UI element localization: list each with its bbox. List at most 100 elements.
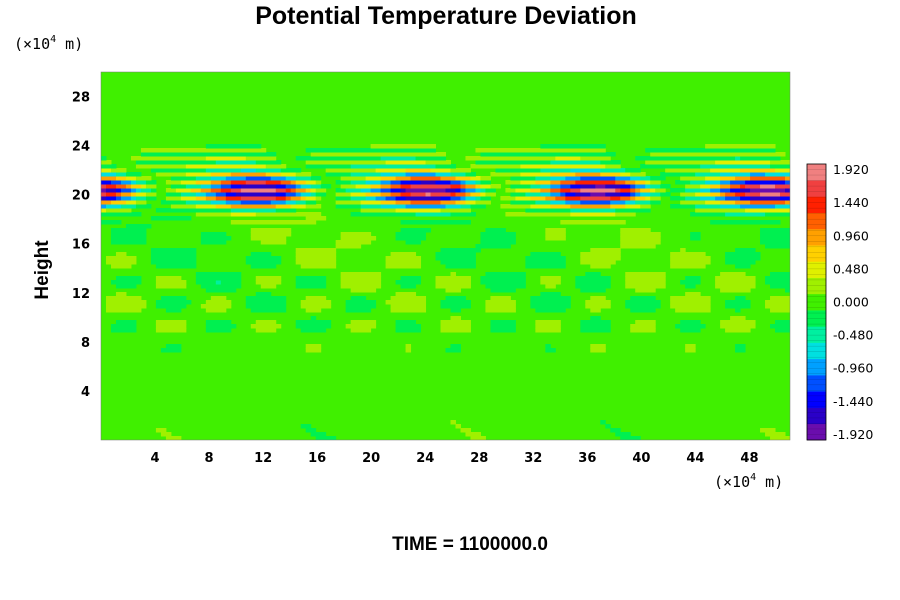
heatmap-cell: [495, 320, 501, 325]
heatmap-cell: [160, 280, 167, 285]
heatmap-cell: [390, 308, 397, 313]
heatmap-cell: [725, 256, 731, 261]
heatmap-cell: [440, 196, 446, 201]
heatmap-cell: [565, 176, 571, 181]
heatmap-cell: [390, 156, 397, 161]
colorbar: [806, 163, 827, 441]
heatmap-cell: [305, 256, 312, 261]
heatmap-cell: [310, 344, 317, 349]
heatmap-cell: [420, 184, 427, 189]
heatmap-cell: [170, 252, 177, 257]
heatmap-cell: [325, 256, 332, 261]
heatmap-cell: [600, 152, 606, 157]
heatmap-cell: [345, 272, 352, 277]
heatmap-cell: [630, 308, 636, 313]
heatmap-cell: [185, 148, 192, 153]
heatmap-cell: [715, 160, 721, 165]
heatmap-cell: [450, 196, 456, 201]
heatmap-cell: [350, 280, 357, 285]
heatmap-cell: [625, 432, 631, 437]
colorbar-tick-label: -1.920: [833, 427, 873, 442]
heatmap-cell: [290, 204, 297, 209]
heatmap-cell: [650, 232, 656, 237]
heatmap-cell: [235, 276, 242, 281]
heatmap-cell: [605, 196, 611, 201]
heatmap-cell: [160, 432, 167, 437]
heatmap-cell: [405, 296, 412, 301]
heatmap-cell: [750, 168, 756, 173]
heatmap-cell: [115, 232, 122, 237]
heatmap-cell: [690, 344, 696, 349]
heatmap-cell: [410, 148, 417, 153]
heatmap-cell: [435, 212, 441, 217]
heatmap-cell: [540, 200, 546, 205]
heatmap-cell: [310, 180, 317, 185]
heatmap-cell: [315, 184, 322, 189]
heatmap-cell: [490, 164, 496, 169]
heatmap-cell: [460, 284, 466, 289]
heatmap-cell: [745, 288, 751, 293]
heatmap-cell: [590, 328, 596, 333]
heatmap-cell: [650, 320, 656, 325]
heatmap-cell: [315, 304, 322, 309]
heatmap-cell: [370, 164, 377, 169]
heatmap-cell: [400, 180, 407, 185]
heatmap-cell: [650, 308, 656, 313]
heatmap-cell: [630, 296, 636, 301]
heatmap-cell: [695, 236, 701, 241]
heatmap-cell: [190, 172, 197, 177]
heatmap-cell: [320, 160, 327, 165]
heatmap-cell: [515, 180, 521, 185]
heatmap-cell: [440, 192, 446, 197]
heatmap-cell: [275, 196, 282, 201]
heatmap-cell: [195, 164, 202, 169]
heatmap-cell: [240, 144, 247, 149]
heatmap-cell: [625, 436, 631, 440]
heatmap-cell: [785, 200, 790, 205]
heatmap-cell: [320, 260, 327, 265]
heatmap-cell: [135, 280, 142, 285]
heatmap-cell: [240, 172, 247, 177]
heatmap-cell: [395, 160, 402, 165]
heatmap-cell: [555, 300, 561, 305]
heatmap-cell: [555, 188, 561, 193]
heatmap-cell: [175, 284, 182, 289]
heatmap-cell: [465, 280, 471, 285]
heatmap-cell: [565, 152, 571, 157]
heatmap-cell: [705, 180, 711, 185]
heatmap-cell: [130, 232, 137, 237]
heatmap-cell: [115, 284, 122, 289]
heatmap-cell: [380, 204, 387, 209]
heatmap-cell: [120, 192, 127, 197]
heatmap-cell: [580, 160, 586, 165]
heatmap-cell: [435, 256, 441, 261]
heatmap-cell: [180, 168, 187, 173]
heatmap-cell: [505, 156, 511, 161]
heatmap-cell: [740, 156, 746, 161]
heatmap-cell: [265, 300, 272, 305]
heatmap-cell: [415, 144, 422, 149]
heatmap-cell: [125, 228, 132, 233]
heatmap-cell: [750, 320, 756, 325]
heatmap-cell: [640, 192, 646, 197]
heatmap-cell: [680, 180, 686, 185]
heatmap-cell: [335, 244, 342, 249]
heatmap-cell: [315, 196, 322, 201]
heatmap-cell: [275, 184, 282, 189]
heatmap-cell: [715, 168, 721, 173]
heatmap-cell: [425, 156, 432, 161]
heatmap-cell: [770, 156, 776, 161]
heatmap-cell: [315, 320, 322, 325]
heatmap-cell: [115, 256, 122, 261]
heatmap-cell: [150, 188, 157, 193]
heatmap-cell: [355, 276, 362, 281]
heatmap-cell: [260, 196, 267, 201]
heatmap-cell: [545, 212, 551, 217]
heatmap-cell: [720, 192, 726, 197]
heatmap-cell: [770, 228, 776, 233]
heatmap-cell: [540, 168, 546, 173]
heatmap-cell: [530, 212, 536, 217]
heatmap-cell: [265, 240, 272, 245]
heatmap-cell: [750, 184, 756, 189]
heatmap-cell: [585, 152, 591, 157]
